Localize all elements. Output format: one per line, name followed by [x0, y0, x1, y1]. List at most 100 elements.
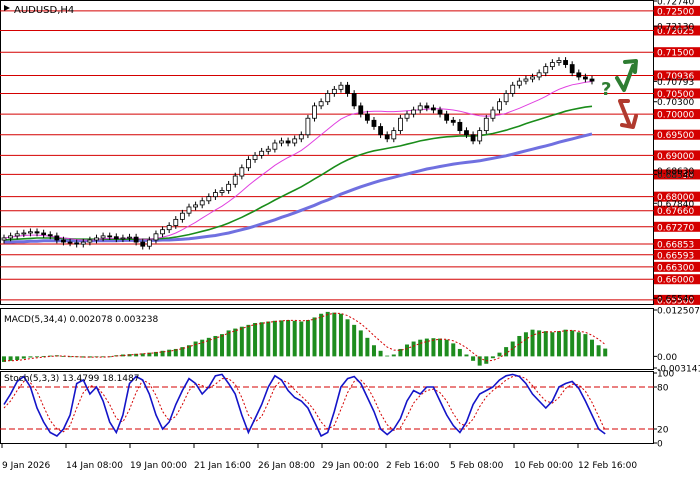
candle-body	[516, 80, 522, 86]
level-label-bg	[654, 25, 700, 36]
macd-histogram	[2, 311, 608, 366]
title-marker-icon	[4, 5, 10, 11]
candle-body	[417, 105, 423, 111]
candle-body	[285, 140, 291, 144]
candle-body	[305, 117, 311, 136]
macd-bar	[590, 339, 594, 357]
candle-body	[411, 109, 417, 115]
macd-bar	[583, 334, 588, 357]
candle-body	[193, 204, 198, 208]
macd-bar	[497, 352, 502, 357]
macd-bar	[120, 354, 125, 357]
macd-bar	[147, 352, 152, 357]
candle-body	[358, 105, 364, 115]
time-tick-label: 29 Jan 00:00	[322, 461, 379, 471]
macd-bar	[530, 329, 535, 357]
price-panel: 0.72500 0.72025 0.71500 0.70936 0.70500 0.700…	[0, 0, 700, 306]
macd-bar	[537, 330, 542, 357]
price-tick-label: 0.68630	[657, 167, 694, 177]
macd-bar	[385, 355, 390, 357]
level-label-bg	[654, 129, 700, 140]
macd-bar	[570, 330, 575, 357]
candle-body	[80, 241, 86, 245]
level-label-bg	[654, 150, 700, 161]
price-tick-label: 0.68540	[657, 171, 694, 181]
candle-body	[338, 84, 344, 90]
macd-bar	[358, 330, 363, 357]
candle-body	[312, 105, 317, 119]
macd-bar	[378, 350, 383, 357]
price-tick-label: 0.72130	[657, 23, 694, 33]
level-label: 0.71500	[657, 49, 694, 59]
price-axis: 0.72740 0.72130 0.70793 0.70300 0.686300.685…	[654, 0, 694, 305]
level-label: 0.72500	[657, 7, 694, 17]
macd-bar	[167, 349, 172, 357]
macd-bar	[134, 353, 139, 357]
candle-body	[450, 119, 456, 123]
macd-bar	[411, 341, 416, 357]
macd-bar	[220, 334, 225, 357]
candle-body	[543, 66, 549, 74]
macd-bar	[471, 356, 476, 361]
macd-bar	[259, 322, 264, 357]
price-series	[1, 57, 595, 250]
level-label: 0.68000	[657, 193, 694, 203]
candle-body	[206, 196, 212, 202]
stochastic-tick-label: 0	[657, 440, 663, 450]
candle-body	[239, 167, 245, 177]
level-label-bg	[654, 274, 700, 285]
candle-body	[199, 200, 205, 206]
macd-bar	[41, 355, 46, 357]
level-lines: 0.72500 0.72025 0.71500 0.70936 0.70500 0.700…	[0, 5, 700, 306]
chart-title: AUDUSD,H4	[14, 5, 74, 16]
macd-bar	[371, 345, 376, 357]
candle-body	[464, 130, 469, 136]
price-tick-label: 0.70300	[657, 98, 694, 108]
macd-bar	[286, 320, 291, 357]
macd-bar	[61, 355, 66, 357]
level-label: 0.66000	[657, 276, 694, 286]
level-label-bg	[654, 294, 700, 305]
level-label: 0.68539	[657, 171, 694, 181]
level-label-bg	[654, 169, 700, 180]
level-label-bg	[654, 5, 700, 16]
candle-body	[34, 231, 40, 234]
candle-body	[470, 134, 476, 142]
time-tick-label: 14 Jan 08:00	[66, 461, 123, 471]
candle-body	[404, 113, 410, 119]
candle-body	[265, 148, 271, 152]
price-tick-label: 0.72740	[657, 0, 694, 8]
stochastic-levels	[0, 386, 654, 430]
candle-body	[166, 225, 172, 231]
candle-body	[127, 236, 132, 239]
candle-body	[345, 84, 350, 94]
candle-body	[140, 241, 146, 247]
candle-body	[437, 109, 443, 115]
price-panel-frame	[0, 0, 654, 305]
level-label: 0.66853	[657, 241, 694, 251]
macd-bar	[338, 313, 343, 357]
candle-body	[530, 76, 535, 80]
macd-bar	[332, 312, 337, 357]
candle-body	[153, 233, 159, 241]
level-label: 0.70500	[657, 90, 694, 100]
candle-body	[279, 140, 284, 144]
price-tick-label: 0.65540	[657, 295, 694, 305]
macd-bar	[398, 348, 403, 357]
candle-body	[186, 206, 192, 214]
macd-title: MACD(5,34,4) 0.002078 0.003238	[4, 315, 159, 325]
candle-body	[179, 212, 185, 220]
level-label: 0.69500	[657, 131, 694, 141]
macd-bar	[28, 356, 33, 358]
candle-body	[252, 154, 258, 160]
macd-bar	[563, 329, 568, 357]
macd-bar	[517, 335, 522, 357]
stochastic-panel: 100 80 20 0 Stoch(5,3,3) 13.4799 18.1487	[0, 370, 674, 450]
macd-bar	[81, 356, 86, 358]
candle-body	[146, 239, 152, 247]
macd-bar	[173, 348, 178, 357]
level-label: 0.66593	[657, 251, 694, 261]
macd-bar	[305, 320, 310, 357]
level-label: 0.70000	[657, 111, 694, 121]
